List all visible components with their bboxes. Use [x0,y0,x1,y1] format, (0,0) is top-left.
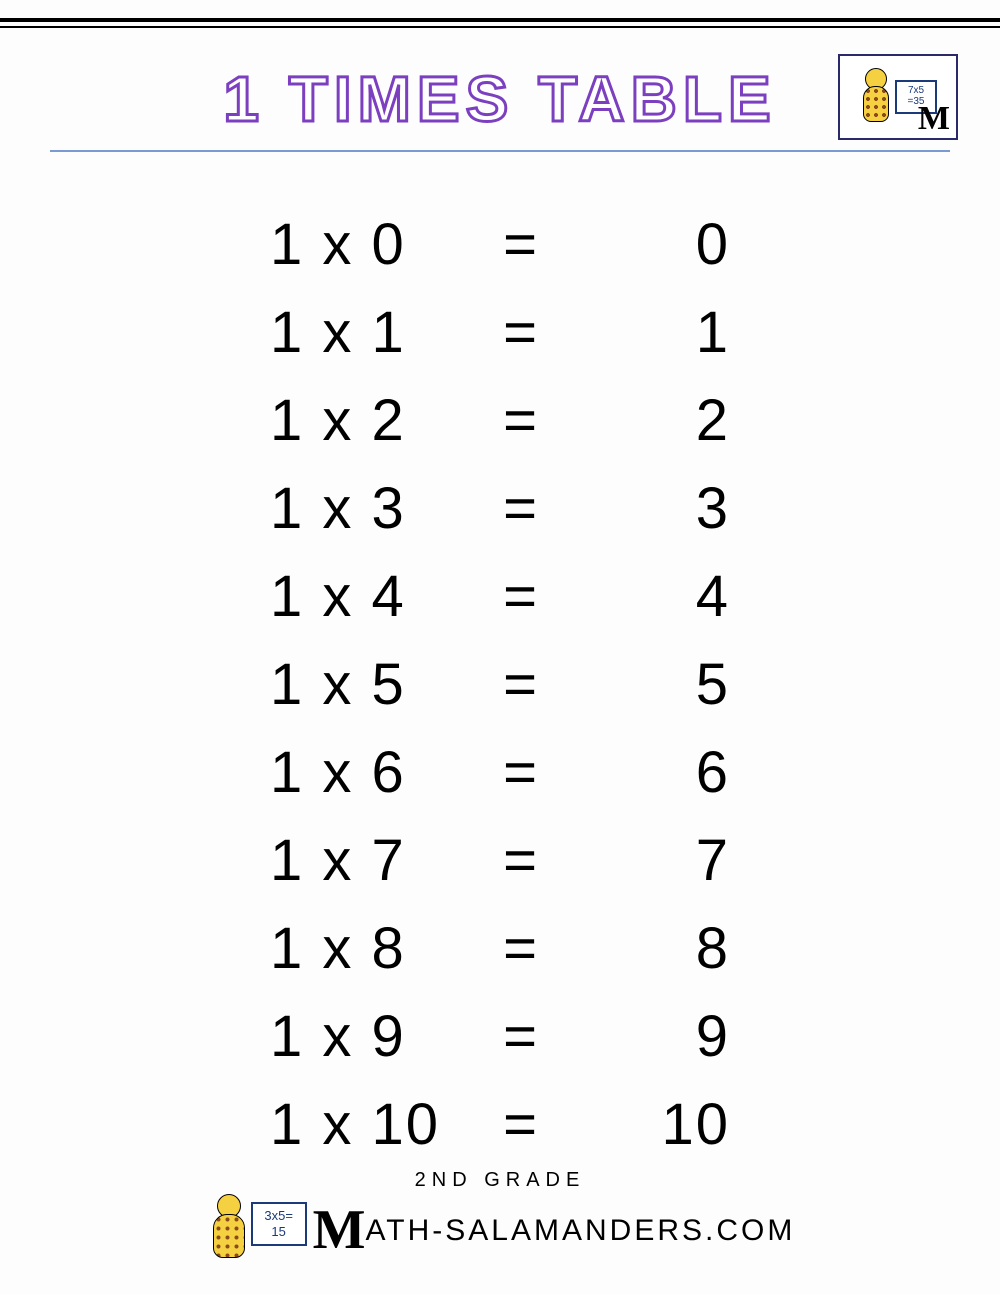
equation-row: 1 x 8=8 [270,904,730,992]
equation-row: 1 x 0=0 [270,200,730,288]
equation-row: 1 x 1=1 [270,288,730,376]
equation-result: 10 [580,1091,730,1158]
logo-letter-m: M [918,102,950,136]
brand-logo: 7x5 =35 M [838,54,958,140]
equation-result: 4 [580,563,730,630]
equation-result: 9 [580,1003,730,1070]
footer-board-line2: 15 [253,1224,305,1240]
equation-equals: = [460,1091,580,1158]
equation-left: 1 x 9 [270,1003,460,1070]
salamander-icon [859,68,891,126]
page-title: 1 Times Table [223,62,776,136]
equation-row: 1 x 2=2 [270,376,730,464]
equation-result: 2 [580,387,730,454]
footer: 2nd Grade 3x5= 15 M ath-Salamanders.com [0,1169,1000,1264]
equation-equals: = [460,651,580,718]
equation-result: 5 [580,651,730,718]
equation-left: 1 x 1 [270,299,460,366]
equation-left: 1 x 3 [270,475,460,542]
equation-result: 8 [580,915,730,982]
footer-salamander-icon [205,1194,255,1264]
footer-whiteboard: 3x5= 15 [251,1202,307,1246]
equation-left: 1 x 7 [270,827,460,894]
times-table: 1 x 0=01 x 1=11 x 2=21 x 3=31 x 4=41 x 5… [0,200,1000,1168]
equation-row: 1 x 5=5 [270,640,730,728]
equation-equals: = [460,739,580,806]
equation-left: 1 x 5 [270,651,460,718]
equation-left: 1 x 2 [270,387,460,454]
equation-row: 1 x 9=9 [270,992,730,1080]
equation-equals: = [460,563,580,630]
footer-brand-text: ath-Salamanders.com [366,1214,796,1248]
equation-result: 7 [580,827,730,894]
footer-brand: 3x5= 15 M ath-Salamanders.com [0,1194,1000,1264]
footer-board-line1: 3x5= [253,1208,305,1224]
equation-left: 1 x 8 [270,915,460,982]
equation-equals: = [460,475,580,542]
top-border [0,18,1000,28]
equation-equals: = [460,915,580,982]
equation-left: 1 x 10 [270,1091,460,1158]
equation-left: 1 x 6 [270,739,460,806]
worksheet-page: 1 Times Table 7x5 =35 M 1 x 0=01 x 1=11 … [0,0,1000,1294]
equation-row: 1 x 7=7 [270,816,730,904]
equation-row: 1 x 6=6 [270,728,730,816]
equation-result: 3 [580,475,730,542]
logo-board-line1: 7x5 [897,85,935,96]
equation-left: 1 x 4 [270,563,460,630]
footer-brand-m: M [313,1202,366,1258]
equation-row: 1 x 4=4 [270,552,730,640]
equation-result: 1 [580,299,730,366]
equation-equals: = [460,299,580,366]
equation-equals: = [460,387,580,454]
equation-equals: = [460,827,580,894]
equation-result: 6 [580,739,730,806]
equation-row: 1 x 10=10 [270,1080,730,1168]
equation-equals: = [460,211,580,278]
equation-row: 1 x 3=3 [270,464,730,552]
equation-result: 0 [580,211,730,278]
equation-left: 1 x 0 [270,211,460,278]
footer-grade: 2nd Grade [0,1169,1000,1192]
header-underline [50,150,950,152]
equation-equals: = [460,1003,580,1070]
